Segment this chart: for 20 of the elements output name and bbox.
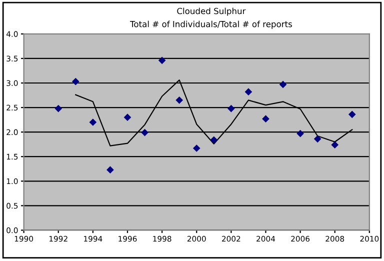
point [124,114,132,122]
point [141,128,148,136]
point [89,118,97,126]
point [348,110,356,118]
point [331,141,339,148]
chart-title: Clouded Sulphur [177,8,246,16]
point [262,115,270,122]
point [244,88,252,96]
point [296,130,304,138]
point [158,56,166,64]
point [314,135,322,143]
point [192,144,200,152]
point [54,104,62,112]
chart-subtitle: Total # of Individuals/Total # of reports [130,20,292,29]
point [279,80,287,88]
point [227,104,235,112]
point [176,96,183,104]
point [72,78,80,86]
point [106,166,114,174]
point [210,136,218,144]
